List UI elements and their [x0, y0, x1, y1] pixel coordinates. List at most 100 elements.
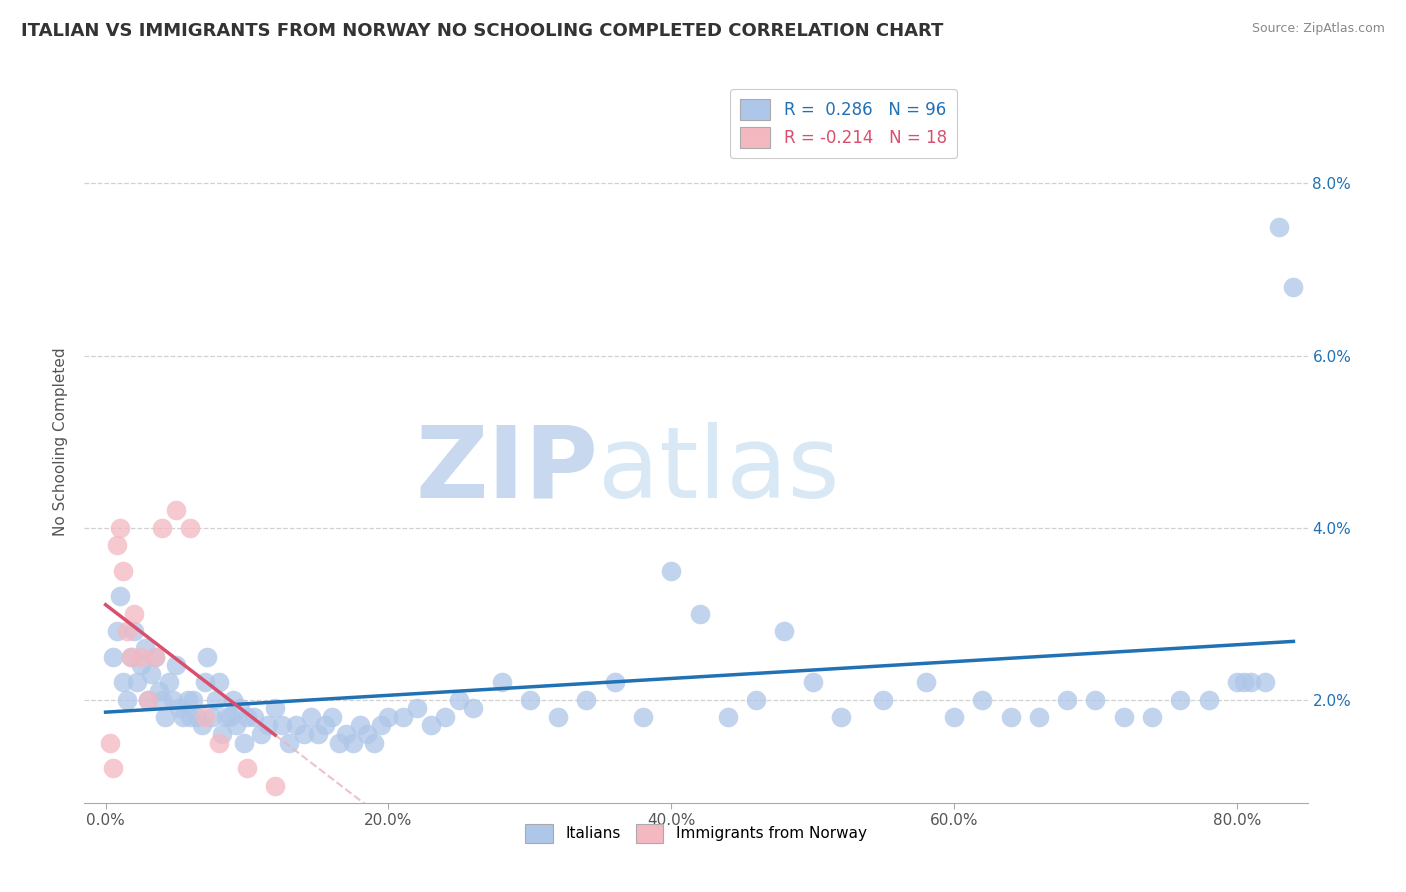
Point — [181, 692, 204, 706]
Point — [165, 658, 187, 673]
Point — [745, 692, 768, 706]
Point — [139, 666, 162, 681]
Point — [1226, 675, 1249, 690]
Point — [179, 710, 201, 724]
Point — [197, 649, 219, 664]
Point — [208, 675, 231, 690]
Point — [162, 692, 184, 706]
Point — [176, 692, 198, 706]
Point — [547, 710, 569, 724]
Point — [250, 727, 273, 741]
Point — [136, 692, 159, 706]
Point — [193, 675, 215, 690]
Point — [872, 692, 894, 706]
Point — [377, 710, 399, 724]
Point — [491, 675, 513, 690]
Point — [208, 735, 231, 749]
Point — [264, 779, 287, 793]
Point — [271, 718, 294, 732]
Point — [190, 718, 212, 732]
Point — [1268, 219, 1291, 234]
Point — [225, 718, 247, 732]
Point — [1198, 692, 1220, 706]
Point — [233, 735, 256, 749]
Point — [229, 701, 252, 715]
Point — [105, 538, 128, 552]
Point — [1112, 710, 1135, 724]
Point — [222, 692, 245, 706]
Point — [335, 727, 357, 741]
Point — [165, 503, 187, 517]
Point — [150, 520, 173, 534]
Point — [129, 649, 152, 664]
Point — [659, 564, 682, 578]
Point — [215, 710, 238, 724]
Point — [603, 675, 626, 690]
Y-axis label: No Schooling Completed: No Schooling Completed — [52, 347, 67, 536]
Point — [143, 649, 166, 664]
Point — [1056, 692, 1078, 706]
Point — [278, 735, 301, 749]
Point — [575, 692, 598, 706]
Point — [120, 649, 142, 664]
Point — [148, 684, 170, 698]
Point — [211, 727, 233, 741]
Point — [349, 718, 371, 732]
Point — [179, 520, 201, 534]
Point — [449, 692, 471, 706]
Point — [101, 649, 124, 664]
Point — [463, 701, 485, 715]
Point — [153, 710, 176, 724]
Point — [157, 675, 180, 690]
Text: ITALIAN VS IMMIGRANTS FROM NORWAY NO SCHOOLING COMPLETED CORRELATION CHART: ITALIAN VS IMMIGRANTS FROM NORWAY NO SCH… — [21, 22, 943, 40]
Point — [631, 710, 654, 724]
Point — [1140, 710, 1163, 724]
Point — [314, 718, 336, 732]
Point — [1168, 692, 1191, 706]
Point — [689, 607, 711, 621]
Point — [219, 710, 242, 724]
Point — [773, 624, 796, 638]
Point — [972, 692, 994, 706]
Point — [243, 710, 266, 724]
Point — [943, 710, 966, 724]
Point — [328, 735, 350, 749]
Point — [111, 675, 134, 690]
Point — [122, 607, 145, 621]
Point — [136, 692, 159, 706]
Point — [1000, 710, 1022, 724]
Point — [186, 710, 208, 724]
Point — [342, 735, 364, 749]
Point — [433, 710, 456, 724]
Point — [370, 718, 392, 732]
Point — [167, 701, 190, 715]
Point — [101, 761, 124, 775]
Point — [1254, 675, 1277, 690]
Legend: Italians, Immigrants from Norway: Italians, Immigrants from Norway — [519, 817, 873, 849]
Point — [363, 735, 385, 749]
Point — [1282, 279, 1305, 293]
Point — [1028, 710, 1050, 724]
Point — [201, 710, 224, 724]
Point — [830, 710, 852, 724]
Text: atlas: atlas — [598, 422, 839, 519]
Point — [419, 718, 441, 732]
Point — [292, 727, 315, 741]
Point — [129, 658, 152, 673]
Point — [1084, 692, 1107, 706]
Point — [321, 710, 343, 724]
Point — [257, 718, 280, 732]
Point — [205, 692, 228, 706]
Point — [236, 761, 259, 775]
Text: ZIP: ZIP — [415, 422, 598, 519]
Point — [111, 564, 134, 578]
Point — [264, 701, 287, 715]
Point — [105, 624, 128, 638]
Point — [108, 520, 131, 534]
Point — [307, 727, 329, 741]
Point — [120, 649, 142, 664]
Point — [717, 710, 740, 724]
Point — [134, 640, 156, 655]
Point — [172, 710, 194, 724]
Point — [1233, 675, 1256, 690]
